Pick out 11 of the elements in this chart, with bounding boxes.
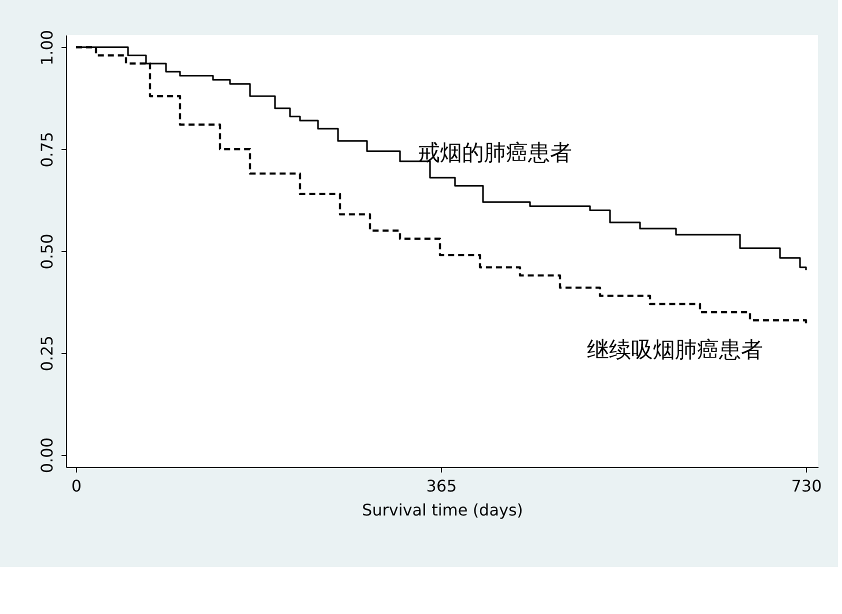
- x-axis-title: Survival time (days): [362, 500, 524, 520]
- y-tick-label: 0.00: [38, 437, 56, 474]
- y-tick-label: 0.75: [38, 132, 56, 168]
- y-tick-label: 1.00: [38, 30, 56, 66]
- y-tick-label: 0.25: [38, 336, 56, 372]
- x-tick-label: 365: [426, 476, 457, 496]
- series-label: 戒烟的肺癌患者: [418, 141, 572, 166]
- x-tick-label: 730: [791, 476, 822, 496]
- series-label: 继续吸烟肺癌患者: [587, 338, 764, 364]
- x-tick-label: 0: [71, 476, 82, 496]
- y-tick-label: 0.50: [38, 234, 56, 270]
